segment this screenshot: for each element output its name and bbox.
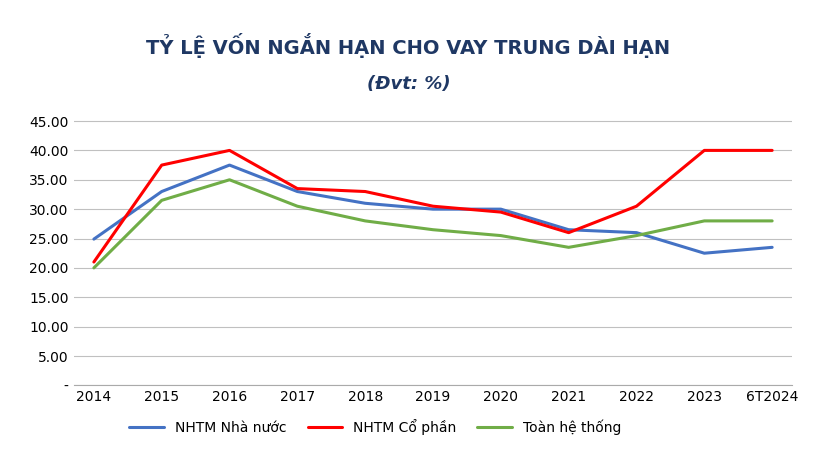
Toàn hệ thống [428,227,438,233]
Line: NHTM Nhà nước: NHTM Nhà nước [94,165,772,253]
Toàn hệ thống [767,218,777,224]
NHTM Nhà nước [157,188,167,195]
NHTM Nhà nước [564,227,574,233]
NHTM Cổ phần [564,230,574,235]
Toàn hệ thống [89,265,99,271]
NHTM Cổ phần [632,204,641,209]
NHTM Cổ phần [292,186,302,191]
NHTM Cổ phần [225,148,234,153]
Toàn hệ thống [360,218,370,224]
NHTM Cổ phần [89,259,99,265]
NHTM Nhà nước [699,251,709,256]
NHTM Nhà nước [292,188,302,195]
Toàn hệ thống [496,233,506,238]
Text: TỶ LỆ VỐN NGẮN HẠN CHO VAY TRUNG DÀI HẠN: TỶ LỆ VỐN NGẮN HẠN CHO VAY TRUNG DÀI HẠN [146,33,671,58]
Legend: NHTM Nhà nước, NHTM Cổ phần, Toàn hệ thống: NHTM Nhà nước, NHTM Cổ phần, Toàn hệ thố… [124,414,627,440]
NHTM Nhà nước [632,230,641,235]
NHTM Cổ phần [496,209,506,215]
Toàn hệ thống [292,204,302,209]
NHTM Cổ phần [360,188,370,195]
Toàn hệ thống [157,197,167,203]
NHTM Nhà nước [225,162,234,168]
Toàn hệ thống [225,177,234,182]
NHTM Nhà nước [89,236,99,242]
Toàn hệ thống [564,244,574,250]
Toàn hệ thống [699,218,709,224]
NHTM Nhà nước [428,206,438,212]
Line: NHTM Cổ phần: NHTM Cổ phần [94,150,772,262]
Text: (Đvt: %): (Đvt: %) [367,75,450,93]
NHTM Cổ phần [699,148,709,153]
NHTM Cổ phần [428,204,438,209]
NHTM Nhà nước [496,206,506,212]
Toàn hệ thống [632,233,641,238]
NHTM Nhà nước [360,200,370,206]
NHTM Nhà nước [767,244,777,250]
NHTM Cổ phần [767,148,777,153]
NHTM Cổ phần [157,162,167,168]
Line: Toàn hệ thống: Toàn hệ thống [94,180,772,268]
